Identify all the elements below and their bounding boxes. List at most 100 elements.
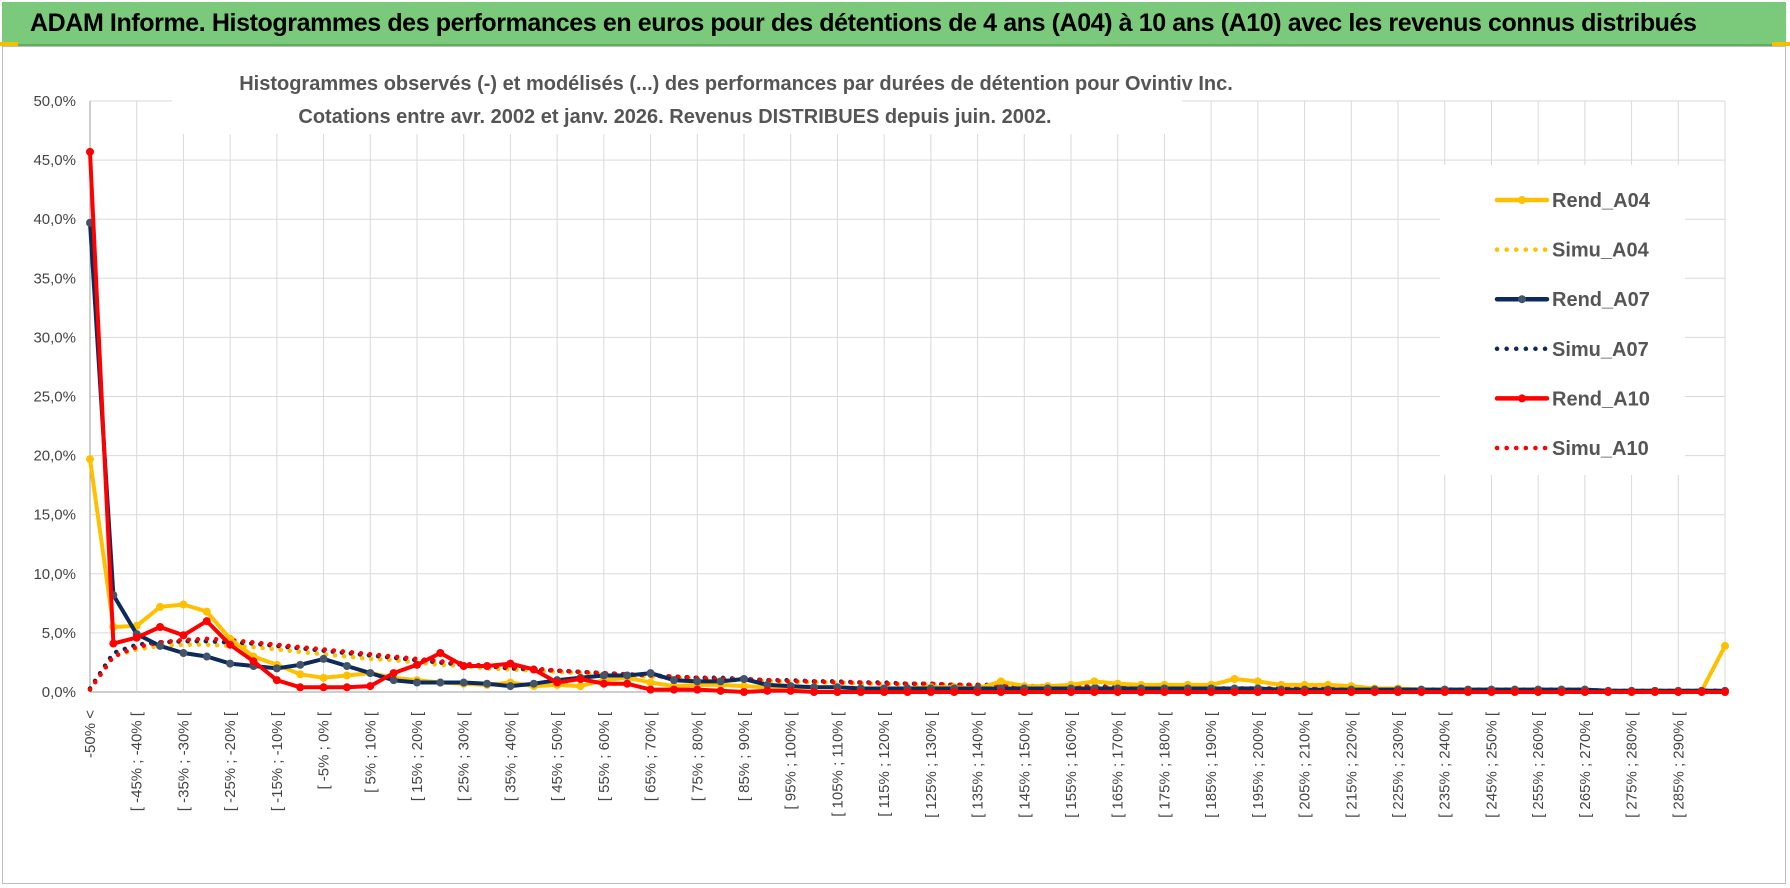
data-point-rend-a04 xyxy=(1230,674,1239,683)
data-point-rend-a10 xyxy=(483,661,492,670)
data-point-rend-a10 xyxy=(786,686,795,695)
data-point-rend-a10 xyxy=(1183,688,1192,696)
data-point-rend-a10 xyxy=(1721,688,1729,696)
data-point-rend-a10 xyxy=(1580,688,1589,696)
legend-marker xyxy=(1518,295,1526,304)
data-point-rend-a10 xyxy=(740,688,748,696)
data-point-rend-a10 xyxy=(342,683,351,692)
data-point-rend-a07 xyxy=(623,671,632,680)
x-tick-label: [ 275% ; 280% [ xyxy=(1624,711,1641,818)
data-point-rend-a10 xyxy=(179,631,188,640)
x-tick-label: [ -15% ; -10% [ xyxy=(269,711,286,811)
data-point-rend-a07 xyxy=(156,641,165,650)
legend-item-simu-a04: Simu_A04 xyxy=(1494,240,1650,262)
y-tick-label: 30,0% xyxy=(33,329,76,346)
legend-label: Simu_A04 xyxy=(1552,240,1650,262)
data-point-rend-a10 xyxy=(529,665,538,674)
chart-legend: Rend_A04 Simu_A04 Rend_A07 Simu_A07 Rend_A10… xyxy=(1440,165,1685,475)
chart-subtitle: Cotations entre avr. 2002 et janv. 2026.… xyxy=(298,106,1051,128)
data-point-rend-a10 xyxy=(623,679,632,688)
y-tick-label: 25,0% xyxy=(33,389,76,406)
chart-title: Histogrammes observés (-) et modélisés (… xyxy=(239,73,1233,95)
x-tick-label: [ 55% ; 60% [ xyxy=(596,711,613,801)
data-point-rend-a04 xyxy=(156,602,165,611)
data-point-rend-a10 xyxy=(436,648,445,657)
x-tick-label: [ 255% ; 260% [ xyxy=(1530,711,1547,818)
y-tick-label: 50,0% xyxy=(33,93,76,110)
legend-item-rend-a04: Rend_A04 xyxy=(1494,190,1651,212)
x-tick-label: [ 175% ; 180% [ xyxy=(1156,711,1173,818)
x-tick-label: [ 105% ; 110% [ xyxy=(829,711,846,817)
data-point-rend-a04 xyxy=(342,671,351,680)
legend-marker xyxy=(1518,196,1526,204)
y-tick-label: 15,0% xyxy=(33,507,76,524)
data-point-rend-a10 xyxy=(1697,688,1706,696)
x-tick-label: [ 25% ; 30% [ xyxy=(456,711,473,801)
data-point-rend-a10 xyxy=(1230,688,1239,696)
data-point-rend-a10 xyxy=(272,676,281,685)
data-point-rend-a07 xyxy=(483,679,492,688)
data-point-rend-a07 xyxy=(202,652,211,661)
data-point-rend-a10 xyxy=(1534,688,1543,696)
data-point-rend-a10 xyxy=(1557,688,1566,696)
x-tick-label: [ 285% ; 290% [ xyxy=(1670,711,1687,818)
legend-label: Rend_A10 xyxy=(1552,388,1650,410)
data-point-rend-a04 xyxy=(319,673,328,682)
data-point-rend-a10 xyxy=(950,688,959,696)
data-point-rend-a10 xyxy=(1604,688,1613,696)
legend-item-rend-a10: Rend_A10 xyxy=(1494,388,1650,410)
data-point-rend-a07 xyxy=(226,659,235,668)
legend-label: Simu_A07 xyxy=(1552,339,1649,361)
data-point-rend-a10 xyxy=(880,688,889,696)
data-point-rend-a10 xyxy=(1394,688,1402,696)
data-point-rend-a10 xyxy=(693,685,702,694)
data-point-rend-a07 xyxy=(342,661,351,670)
data-point-rend-a10 xyxy=(1113,688,1122,696)
legend-marker xyxy=(1518,394,1526,403)
data-point-rend-a10 xyxy=(1160,688,1169,696)
data-point-rend-a10 xyxy=(459,661,468,670)
data-point-rend-a10 xyxy=(1370,688,1379,696)
data-point-rend-a10 xyxy=(249,657,258,666)
data-point-rend-a04 xyxy=(296,670,305,679)
data-point-rend-a07 xyxy=(646,669,655,678)
x-tick-label: [ 185% ; 190% [ xyxy=(1203,711,1220,818)
data-point-rend-a07 xyxy=(740,674,748,683)
data-point-rend-a10 xyxy=(1020,688,1029,696)
x-tick-label: [ 15% ; 20% [ xyxy=(409,711,426,801)
legend-label: Simu_A10 xyxy=(1552,438,1649,460)
data-point-rend-a10 xyxy=(1347,688,1356,696)
data-point-rend-a10 xyxy=(1300,688,1309,696)
data-point-rend-a04 xyxy=(1090,677,1099,686)
data-point-rend-a10 xyxy=(1207,688,1216,696)
x-tick-label: [ 155% ; 160% [ xyxy=(1063,711,1080,818)
y-tick-label: 5,0% xyxy=(42,625,76,642)
x-tick-label: [ 5% ; 10% [ xyxy=(362,711,379,793)
y-axis: 0,0% 5,0% 10,0% 15,0% 20,0% 25,0% 30,0% 35,0% 40… xyxy=(33,93,76,701)
data-point-rend-a10 xyxy=(810,688,819,696)
x-tick-label: [ 35% ; 40% [ xyxy=(502,711,519,801)
data-point-rend-a10 xyxy=(1043,688,1052,696)
x-tick-label: [ 205% ; 210% [ xyxy=(1297,711,1314,818)
data-point-rend-a04 xyxy=(179,600,188,609)
x-tick-label: [ 235% ; 240% [ xyxy=(1437,711,1454,818)
x-tick-label: [ 265% ; 270% [ xyxy=(1577,711,1594,818)
data-point-rend-a10 xyxy=(903,688,912,696)
data-point-rend-a10 xyxy=(926,688,935,696)
y-tick-label: 40,0% xyxy=(33,211,76,228)
data-point-rend-a07 xyxy=(366,669,375,678)
x-tick-label: [ 115% ; 120% [ xyxy=(876,711,893,817)
x-tick-label: [ 215% ; 220% [ xyxy=(1343,711,1360,818)
data-point-rend-a04 xyxy=(996,677,1005,686)
data-point-rend-a07 xyxy=(669,676,678,685)
report-banner: ADAM Informe. Histogrammes des performan… xyxy=(2,2,1786,46)
x-tick-label: [ 45% ; 50% [ xyxy=(549,711,566,801)
data-point-rend-a10 xyxy=(856,688,865,696)
data-point-rend-a07 xyxy=(693,677,702,686)
legend-label: Rend_A04 xyxy=(1552,190,1651,212)
data-point-rend-a04 xyxy=(202,607,211,616)
y-tick-label: 20,0% xyxy=(33,448,76,465)
chart-title-background xyxy=(172,66,1182,134)
